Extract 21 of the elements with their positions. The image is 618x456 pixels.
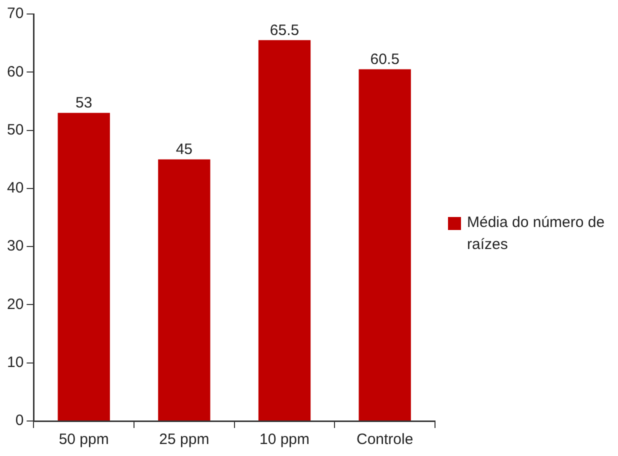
- data-label: 45: [176, 141, 193, 158]
- x-tick-label: 50 ppm: [58, 431, 109, 448]
- y-tick-label: 70: [6, 5, 24, 22]
- bar: [58, 112, 110, 420]
- y-tick-label: 50: [6, 121, 24, 138]
- data-label: 53: [76, 94, 92, 112]
- bar: [258, 40, 311, 420]
- x-tick-label: 25 ppm: [159, 431, 210, 448]
- y-tick-label: 20: [6, 296, 24, 313]
- y-tick-label: 0: [15, 412, 24, 430]
- y-tick-label: 60: [6, 63, 24, 80]
- x-tick-label: 10 ppm: [259, 431, 310, 448]
- bar: [358, 69, 411, 420]
- y-tick-label: 30: [6, 238, 24, 255]
- y-tick-label: 40: [6, 180, 24, 197]
- y-tick-label: 10: [6, 354, 24, 371]
- bar: [158, 159, 210, 420]
- x-tick-label: Controle: [356, 431, 414, 448]
- legend-label: Média do número de raízes: [467, 213, 606, 255]
- data-label: 65.5: [270, 22, 300, 39]
- data-label: 60.5: [370, 50, 400, 68]
